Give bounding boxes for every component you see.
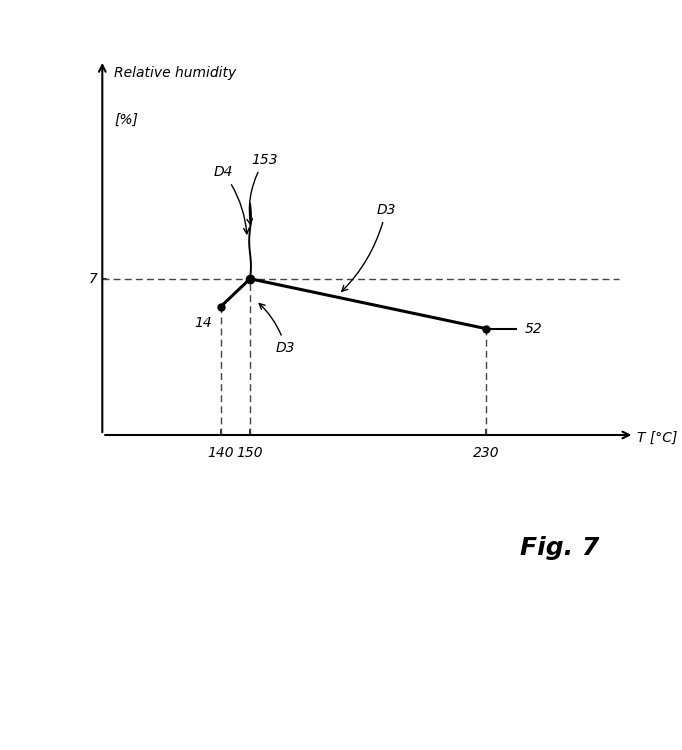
Text: 14: 14 bbox=[194, 316, 211, 330]
Text: 7: 7 bbox=[89, 272, 98, 286]
Text: D3: D3 bbox=[342, 203, 396, 291]
Text: [%]: [%] bbox=[114, 113, 138, 127]
Text: Relative humidity: Relative humidity bbox=[114, 66, 237, 80]
Text: T [°C]: T [°C] bbox=[637, 431, 678, 445]
Text: 153: 153 bbox=[247, 153, 278, 224]
Text: D3: D3 bbox=[259, 304, 295, 355]
Text: 150: 150 bbox=[237, 446, 263, 460]
Text: 230: 230 bbox=[473, 446, 500, 460]
Text: 52: 52 bbox=[525, 322, 543, 336]
Text: D4: D4 bbox=[213, 166, 249, 234]
Text: Fig. 7: Fig. 7 bbox=[520, 536, 599, 560]
Text: 140: 140 bbox=[207, 446, 234, 460]
